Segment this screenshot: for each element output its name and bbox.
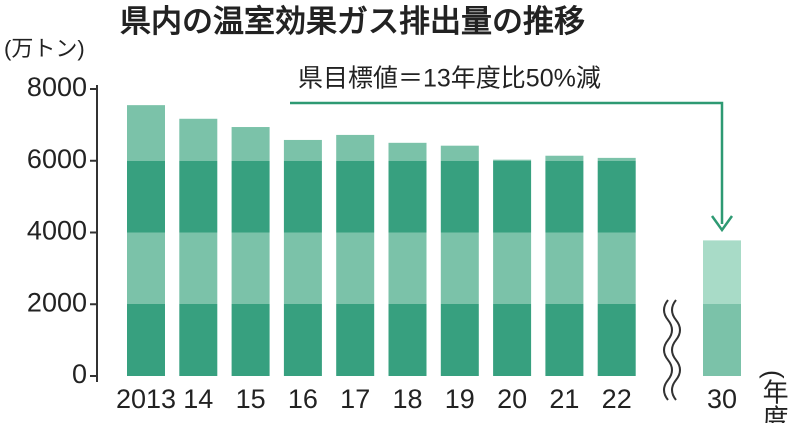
bar: [283, 139, 322, 376]
annotation-arrow: [290, 101, 724, 224]
x-tick-label: 22: [602, 384, 632, 414]
bar: [597, 157, 636, 376]
x-tick-label: 21: [549, 384, 579, 414]
x-tick-label: 17: [340, 384, 370, 414]
y-tick-label: 6000: [27, 144, 87, 174]
y-tick-label: 8000: [27, 72, 87, 102]
chart-title: 県内の温室効果ガス排出量の推移: [120, 4, 585, 39]
annotation: 県目標値＝13年度比50%減: [298, 65, 601, 93]
bar: [440, 145, 479, 376]
arrow-head: [710, 215, 734, 233]
bar: [388, 142, 427, 376]
bar: [493, 159, 532, 376]
x-axis-label: (年度): [759, 370, 789, 423]
x-tick-label: 14: [183, 384, 213, 414]
bar: [545, 155, 584, 376]
y-tick-label: 2000: [27, 287, 87, 317]
x-tick-label: 30: [707, 384, 737, 414]
x-tick-label: 20: [497, 384, 527, 414]
x-tick-label: 19: [445, 384, 475, 414]
x-tick-label: 16: [288, 384, 318, 414]
y-tick-label: 0: [72, 359, 87, 389]
bar: [179, 118, 218, 377]
y-axis-label: (万トン): [4, 36, 85, 61]
bar: [127, 105, 165, 377]
axis-break: [663, 299, 681, 401]
x-tick-label: 18: [392, 384, 422, 414]
y-tick-label: 4000: [27, 216, 87, 246]
bar: [336, 134, 375, 376]
bar: [703, 240, 741, 376]
x-tick-label: 15: [236, 384, 266, 414]
x-tick-label: 2013: [116, 384, 176, 414]
bar: [231, 127, 270, 376]
